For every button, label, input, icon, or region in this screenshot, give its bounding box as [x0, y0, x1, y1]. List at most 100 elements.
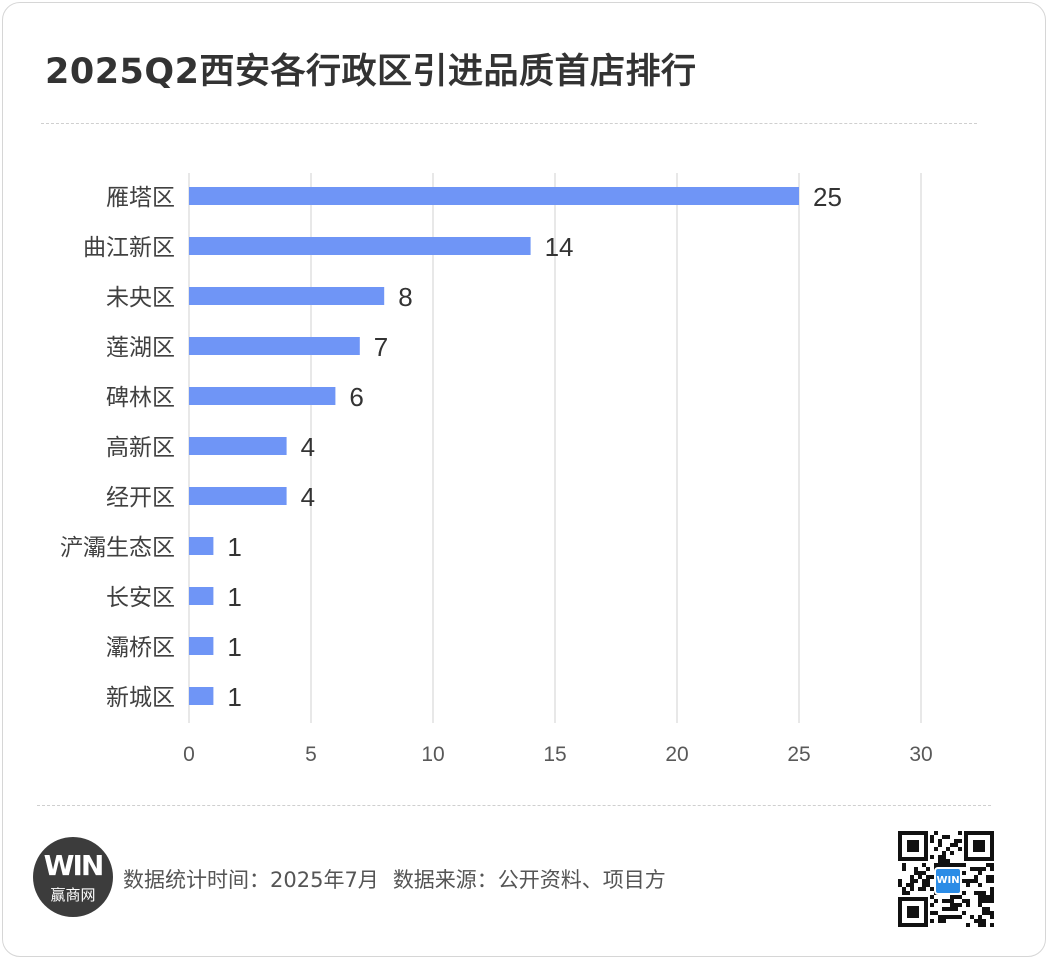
qr-module	[902, 887, 906, 891]
qr-module	[934, 911, 938, 915]
qr-module	[946, 915, 950, 919]
qr-module	[946, 899, 950, 903]
qr-module	[934, 863, 938, 867]
qr-module	[922, 871, 926, 875]
qr-module	[954, 915, 958, 919]
qr-module	[986, 899, 990, 903]
footer-divider	[37, 805, 991, 806]
data-label: 4	[301, 432, 315, 462]
category-label: 新城区	[106, 685, 175, 711]
logo-brand: 赢商网	[50, 886, 96, 904]
qr-module	[914, 879, 918, 883]
qr-module	[974, 867, 978, 871]
qr-module	[922, 863, 926, 867]
qr-module	[946, 859, 950, 863]
qr-module	[942, 835, 946, 839]
qr-module	[962, 891, 966, 895]
qr-module	[942, 863, 946, 867]
qr-module	[982, 899, 986, 903]
qr-module	[958, 863, 962, 867]
qr-module	[922, 879, 926, 883]
qr-module	[910, 883, 914, 887]
qr-module	[946, 863, 950, 867]
qr-module	[950, 903, 954, 907]
data-label: 1	[227, 532, 241, 562]
qr-module	[910, 875, 914, 879]
x-tick-label: 10	[421, 743, 444, 766]
qr-module	[986, 907, 990, 911]
qr-module	[930, 875, 934, 879]
data-label: 1	[227, 632, 241, 662]
bar	[189, 287, 385, 305]
qr-module	[966, 903, 970, 907]
qr-module	[978, 919, 982, 923]
qr-module	[958, 915, 962, 919]
qr-module	[938, 843, 942, 847]
qr-finder-top-right	[964, 831, 994, 861]
qr-module	[958, 839, 962, 843]
category-label: 高新区	[106, 435, 175, 461]
qr-module	[990, 895, 994, 899]
category-label: 浐灞生态区	[60, 535, 175, 561]
qr-module	[926, 883, 930, 887]
qr-module	[918, 871, 922, 875]
qr-module	[906, 891, 910, 895]
category-label: 莲湖区	[106, 335, 175, 361]
qr-module	[958, 831, 962, 835]
winshang-logo: WIN 赢商网	[33, 837, 113, 917]
qr-module	[966, 899, 970, 903]
footer-source-text: 数据统计时间：2025年7月 数据来源：公开资料、项目方	[123, 864, 666, 894]
qr-module	[926, 867, 930, 871]
qr-module	[906, 883, 910, 887]
title-divider	[41, 123, 977, 124]
qr-module	[990, 887, 994, 891]
qr-module	[942, 907, 946, 911]
qr-module	[986, 879, 990, 883]
bar	[189, 537, 214, 555]
bar	[189, 687, 214, 705]
qr-module	[930, 919, 934, 923]
qr-module	[946, 847, 950, 851]
category-label: 经开区	[106, 485, 175, 511]
qr-module	[990, 915, 994, 919]
bar	[189, 387, 336, 405]
x-tick-label: 5	[305, 743, 317, 766]
qr-module	[982, 923, 986, 927]
category-label: 雁塔区	[106, 185, 175, 211]
qr-module	[982, 919, 986, 923]
data-label: 4	[301, 482, 315, 512]
bar	[189, 637, 214, 655]
qr-module	[898, 879, 902, 883]
qr-module	[938, 915, 942, 919]
qr-module	[898, 883, 902, 887]
qr-module	[954, 895, 958, 899]
qr-module	[930, 855, 934, 859]
category-label: 灞桥区	[106, 635, 175, 661]
qr-module	[982, 907, 986, 911]
qr-module	[902, 867, 906, 871]
bar	[189, 237, 531, 255]
qr-module	[922, 883, 926, 887]
bar	[189, 587, 214, 605]
data-source: 数据来源：公开资料、项目方	[392, 868, 666, 892]
qr-module	[946, 835, 950, 839]
qr-module	[990, 879, 994, 883]
qr-module	[950, 895, 954, 899]
qr-module	[942, 915, 946, 919]
qr-module	[918, 887, 922, 891]
qr-module	[974, 875, 978, 879]
qr-module	[978, 899, 982, 903]
qr-module	[958, 903, 962, 907]
qr-module	[962, 879, 966, 883]
qr-module	[970, 879, 974, 883]
qr-module	[954, 863, 958, 867]
qr-module	[946, 907, 950, 911]
bar	[189, 187, 799, 205]
qr-code-icon: WIN	[898, 831, 994, 927]
qr-module	[914, 867, 918, 871]
qr-module	[954, 903, 958, 907]
qr-module	[902, 863, 906, 867]
qr-module	[942, 855, 946, 859]
